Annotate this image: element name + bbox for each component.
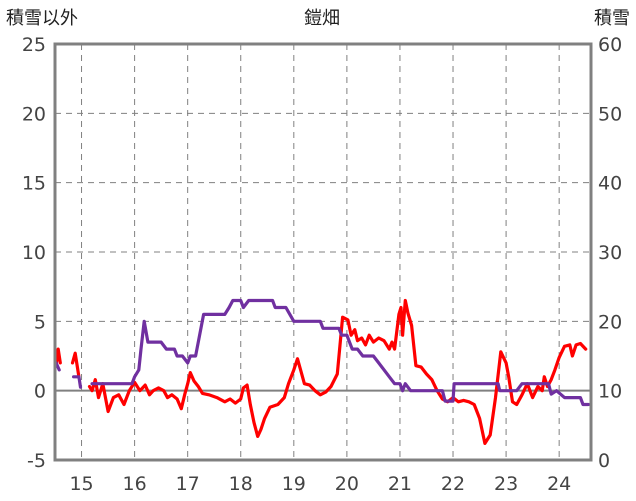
y-right-tick-label: 30 <box>598 242 622 264</box>
x-tick-label: 23 <box>494 473 518 495</box>
y-left-tick-label: 0 <box>34 381 46 403</box>
tick-labels: -5 0 5 10 15 20 25 0 10 20 30 40 50 60 15 16 17 18 19 20 21 2… <box>22 34 622 495</box>
left-axis-label: 積雪以外 <box>6 8 78 29</box>
x-tick-label: 19 <box>282 473 306 495</box>
plot-frame <box>53 42 593 462</box>
y-right-tick-label: 40 <box>598 173 622 195</box>
chart-title: 鎧畑 <box>304 8 340 29</box>
y-left-tick-label: -5 <box>27 450 46 472</box>
x-tick-label: 17 <box>176 473 200 495</box>
snow-series-line <box>54 298 590 407</box>
x-tick-label: 21 <box>388 473 412 495</box>
y-left-tick-label: 15 <box>22 173 46 195</box>
y-right-tick-label: 10 <box>598 381 622 403</box>
right-axis-label: 積雪 <box>594 8 630 29</box>
x-tick-label: 20 <box>335 473 359 495</box>
y-right-tick-label: 20 <box>598 311 622 333</box>
y-left-tick-label: 10 <box>22 242 46 264</box>
y-left-tick-label: 25 <box>22 34 46 56</box>
series-layer <box>54 298 590 445</box>
y-left-tick-label: 5 <box>34 311 46 333</box>
x-tick-label: 24 <box>547 473 571 495</box>
x-tick-label: 22 <box>441 473 465 495</box>
y-right-tick-label: 60 <box>598 34 622 56</box>
y-right-tick-label: 0 <box>598 450 610 472</box>
y-left-tick-label: 20 <box>22 103 46 125</box>
x-tick-label: 18 <box>229 473 253 495</box>
temperature-series-line <box>54 298 588 445</box>
x-tick-label: 16 <box>123 473 147 495</box>
x-tick-label: 15 <box>69 473 93 495</box>
y-right-tick-label: 50 <box>598 103 622 125</box>
